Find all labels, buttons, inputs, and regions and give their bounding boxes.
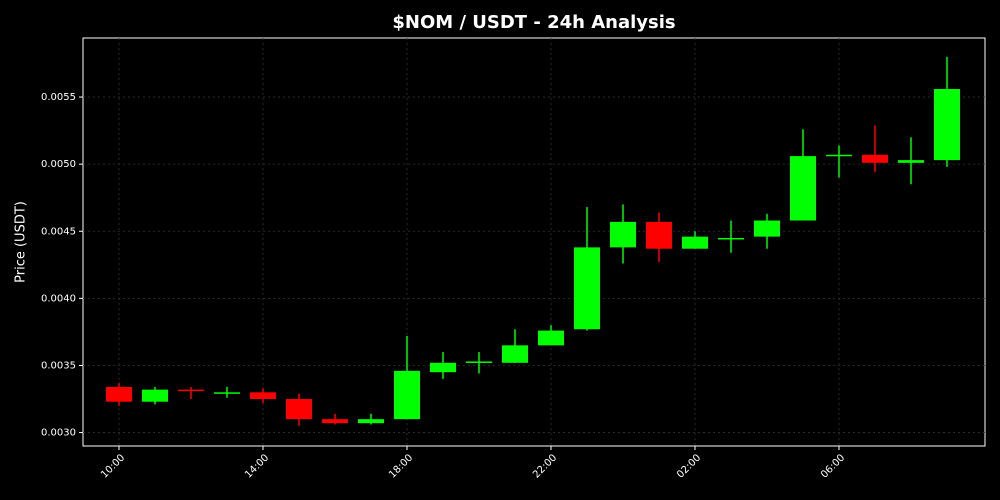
y-tick-label: 0.0030 [41, 428, 76, 439]
candle-body [790, 156, 816, 221]
y-tick-label: 0.0035 [41, 360, 76, 371]
candle-body [430, 362, 456, 373]
candle-body [646, 221, 672, 249]
y-tick-label: 0.0050 [41, 159, 76, 170]
candle-body [322, 419, 348, 424]
candle-body [394, 370, 420, 420]
y-tick-label: 0.0040 [41, 293, 76, 304]
y-tick-label: 0.0055 [41, 92, 76, 103]
candle-body [214, 392, 240, 394]
candle-body [682, 236, 708, 249]
candle-body [358, 419, 384, 424]
candle-body [574, 247, 600, 330]
candle-body [718, 237, 744, 240]
candle-body [250, 392, 276, 400]
candle-body [934, 89, 960, 161]
candle-body [862, 154, 888, 163]
candle-body [538, 330, 564, 346]
y-axis-label: Price (USDT) [14, 201, 29, 283]
candle-body [754, 220, 780, 237]
plot-area [82, 37, 986, 447]
candle-body [826, 154, 852, 157]
candle-body [502, 345, 528, 363]
candle-body [286, 399, 312, 420]
y-tick-label: 0.0045 [41, 226, 76, 237]
candle-body [142, 389, 168, 402]
candle-body [610, 221, 636, 248]
candle-body [106, 386, 132, 402]
chart-title: $NOM / USDT - 24h Analysis [392, 12, 675, 33]
candle-body [466, 361, 492, 363]
candle-body [898, 160, 924, 163]
candle-body [178, 389, 204, 392]
